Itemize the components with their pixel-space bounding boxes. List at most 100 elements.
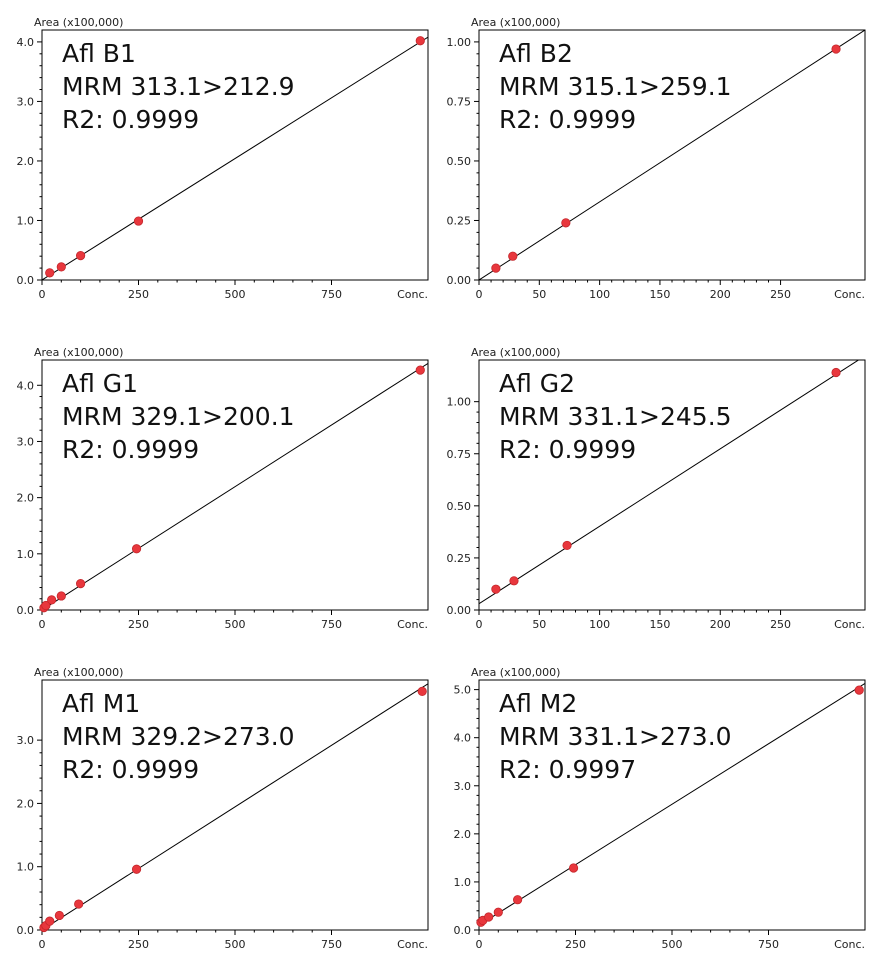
x-tick-label: 100 [589, 618, 610, 631]
x-tick-label: 500 [225, 288, 246, 301]
y-tick-label: 4.0 [17, 379, 35, 392]
x-tick-label: 0 [476, 618, 483, 631]
chart-panel-afl-b2: Area (x100,000) 0.00 0.25 0.50 0.75 1.00 0 50 10… [437, 0, 874, 320]
r2-value-label: R2: 0.9999 [499, 435, 636, 464]
y-tick-label: 5.0 [454, 684, 472, 697]
x-axis-label: Conc. [397, 288, 428, 301]
x-tick-label: 750 [758, 938, 779, 951]
chart-panel-afl-g1: Area (x100,000) 0.0 1.0 2.0 3.0 4.0 0 250 500 750… [0, 330, 437, 650]
data-point [568, 863, 579, 873]
x-axis-label: Conc. [397, 618, 428, 631]
mrm-transition-label: MRM 329.1>200.1 [62, 402, 295, 431]
y-tick-label: 2.0 [454, 828, 472, 841]
y-axis-label: Area (x100,000) [471, 346, 560, 359]
x-tick-label: 100 [589, 288, 610, 301]
mrm-transition-label: MRM 331.1>245.5 [499, 402, 732, 431]
y-axis-label: Area (x100,000) [34, 346, 123, 359]
x-tick-label: 250 [128, 288, 149, 301]
x-tick-label: 500 [225, 938, 246, 951]
data-point [831, 367, 841, 378]
chart-panel-afl-b1: Area (x100,000) 0.0 1.0 2.0 3.0 4.0 0 250 500 750… [0, 0, 437, 320]
y-tick-label: 0.0 [17, 924, 35, 937]
r2-value-label: R2: 0.9999 [62, 435, 199, 464]
calibration-line [479, 360, 860, 605]
y-tick-label: 3.0 [17, 435, 35, 448]
chart-svg: Area (x100,000) 0.0 1.0 2.0 3.0 4.0 0 250 500 750… [17, 346, 429, 631]
compound-name-label: Afl B2 [499, 39, 573, 68]
x-tick-label: 0 [39, 618, 46, 631]
x-tick-label: 750 [321, 288, 342, 301]
data-point [74, 899, 84, 909]
x-tick-label: 0 [476, 938, 483, 951]
data-point [76, 578, 86, 589]
y-axis-label: Area (x100,000) [34, 666, 123, 679]
r2-value-label: R2: 0.9999 [62, 105, 199, 134]
y-tick-label: 0.0 [17, 274, 35, 287]
y-tick-label: 0.50 [447, 155, 472, 168]
x-tick-label: 500 [225, 618, 246, 631]
data-point [54, 910, 64, 921]
y-axis-label: Area (x100,000) [34, 16, 123, 29]
x-tick-label: 250 [770, 618, 791, 631]
y-tick-label: 1.0 [17, 214, 35, 227]
y-tick-label: 3.0 [17, 734, 35, 747]
data-point [417, 686, 427, 696]
x-tick-label: 150 [649, 288, 670, 301]
y-tick-label: 1.0 [17, 548, 35, 561]
mrm-transition-label: MRM 329.2>273.0 [62, 722, 295, 751]
calibration-line [479, 682, 865, 926]
y-tick-label: 0.0 [454, 924, 472, 937]
compound-name-label: Afl M2 [499, 689, 577, 718]
x-tick-label: 250 [565, 938, 586, 951]
data-point [56, 262, 66, 272]
y-tick-label: 0.00 [447, 274, 472, 287]
y-tick-label: 0.75 [447, 95, 472, 108]
mrm-transition-label: MRM 315.1>259.1 [499, 72, 732, 101]
data-point [484, 912, 494, 922]
mrm-transition-label: MRM 313.1>212.9 [62, 72, 295, 101]
data-point [509, 576, 519, 586]
r2-value-label: R2: 0.9999 [62, 755, 199, 784]
x-axis-label: Conc. [834, 938, 865, 951]
y-tick-label: 4.0 [454, 732, 472, 745]
compound-name-label: Afl B1 [62, 39, 136, 68]
y-tick-label: 0.0 [17, 604, 35, 617]
data-point [493, 907, 503, 917]
y-tick-label: 1.0 [17, 861, 35, 874]
chart-svg: Area (x100,000) 0.0 1.0 2.0 3.0 0 250 500 750 Con… [17, 666, 429, 951]
x-tick-label: 200 [710, 288, 731, 301]
x-tick-label: 0 [39, 288, 46, 301]
calibration-line [479, 30, 865, 280]
chart-svg: Area (x100,000) 0.00 0.25 0.50 0.75 1.00 0 50 10… [447, 346, 866, 631]
calibration-line [42, 683, 428, 930]
r2-value-label: R2: 0.9997 [499, 755, 636, 784]
data-point [561, 218, 571, 228]
x-tick-label: 250 [128, 938, 149, 951]
data-point [491, 263, 501, 273]
y-tick-label: 4.0 [17, 36, 35, 49]
x-tick-label: 250 [128, 618, 149, 631]
x-axis-label: Conc. [834, 288, 865, 301]
chart-svg: Area (x100,000) 0.0 1.0 2.0 3.0 4.0 0 250 500 750… [17, 16, 429, 301]
y-tick-label: 0.75 [447, 448, 472, 461]
data-point [854, 685, 864, 695]
x-tick-label: 0 [476, 288, 483, 301]
y-tick-label: 0.25 [447, 552, 472, 565]
calibration-line [42, 36, 428, 280]
data-point [831, 44, 841, 54]
mrm-transition-label: MRM 331.1>273.0 [499, 722, 732, 751]
y-tick-label: 0.25 [447, 214, 472, 227]
data-point [133, 216, 144, 226]
x-axis-label: Conc. [834, 618, 865, 631]
data-point [45, 916, 55, 926]
data-point [415, 36, 425, 46]
compound-name-label: Afl G1 [62, 369, 138, 398]
data-point [508, 251, 518, 261]
y-tick-label: 3.0 [17, 95, 35, 108]
x-axis-label: Conc. [397, 938, 428, 951]
y-tick-label: 2.0 [17, 155, 35, 168]
y-tick-label: 1.0 [454, 876, 472, 889]
x-tick-label: 150 [649, 618, 670, 631]
r2-value-label: R2: 0.9999 [499, 105, 636, 134]
x-tick-label: 50 [532, 288, 546, 301]
